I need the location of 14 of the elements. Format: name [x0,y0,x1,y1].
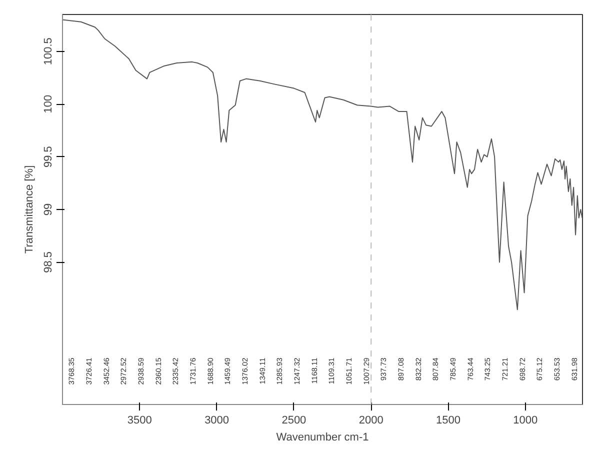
x-axis-title: Wavenumber cm-1 [276,432,369,444]
x-tick-label: 3500 [127,414,152,426]
line-series [62,19,582,310]
x-tick-label: 2000 [358,414,384,426]
x-tick-label: 2500 [282,414,306,426]
y-axis-title: Transmittance [%] [24,165,36,254]
x-tick-label: 1500 [436,414,461,426]
y-tick-label: 98.5 [42,251,54,273]
y-tick-label: 99 [42,203,54,216]
y-tick-label: 100.5 [42,38,54,66]
y-tick-label: 99.5 [42,146,54,168]
x-tick-label: 1000 [513,414,538,426]
y-tick-label: 100 [42,94,54,114]
x-tick-label: 3000 [204,414,230,426]
